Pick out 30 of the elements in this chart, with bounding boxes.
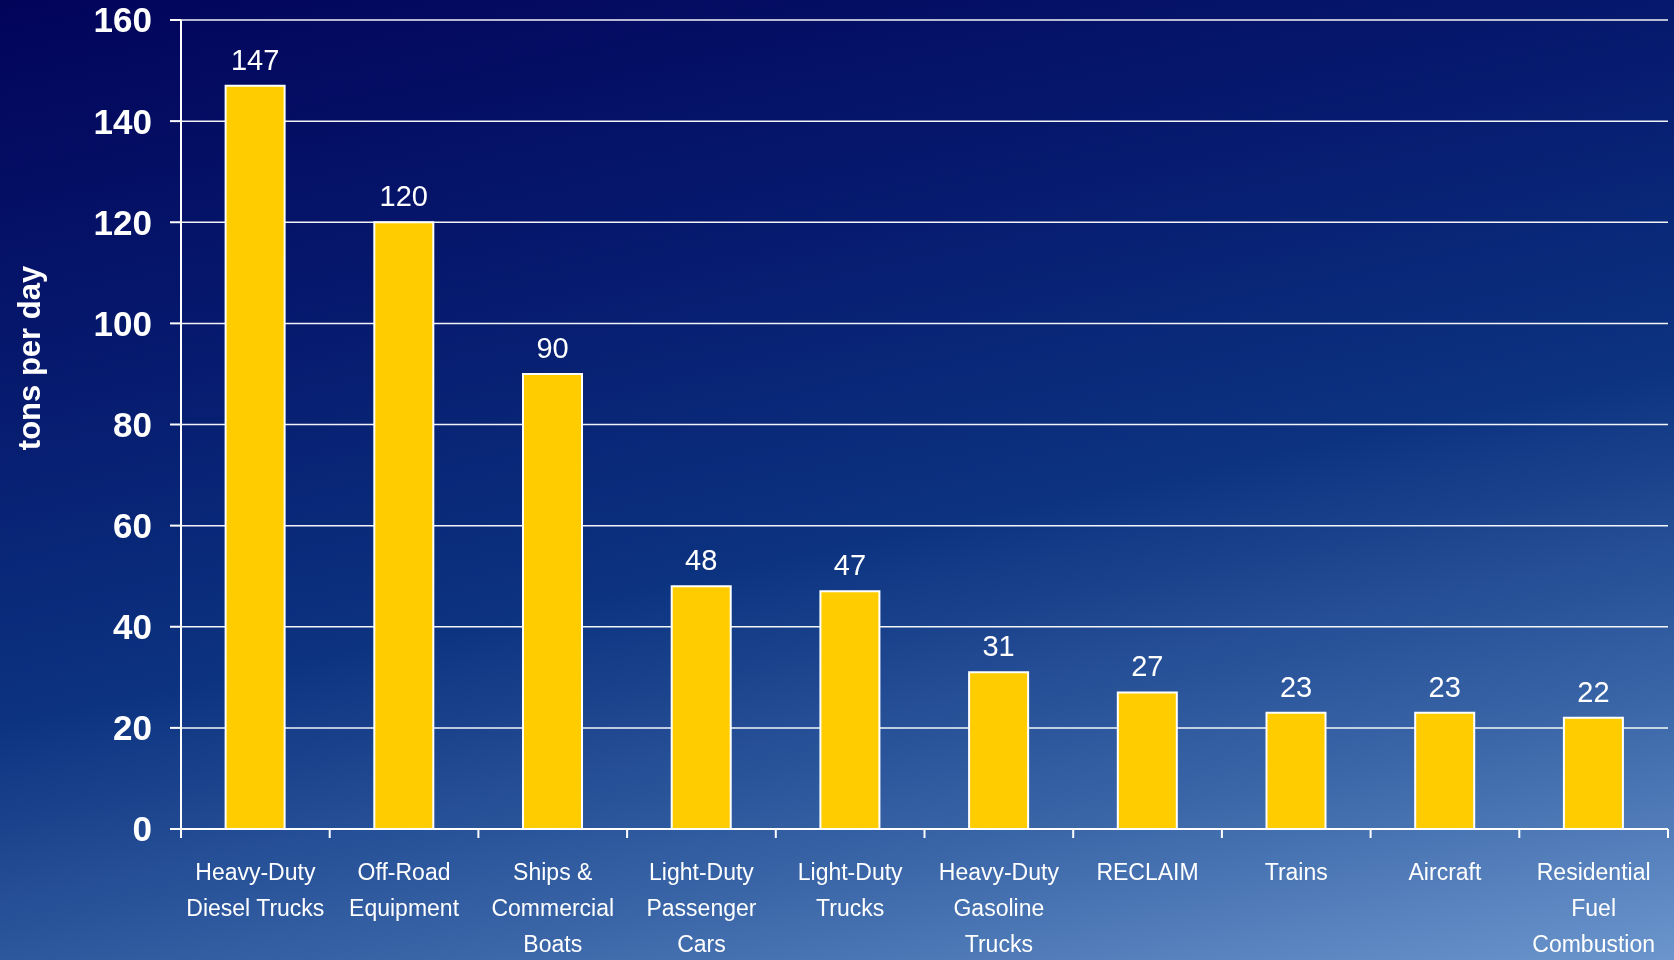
y-axis-title: tons per day: [11, 265, 47, 451]
y-tick-label: 80: [113, 404, 152, 444]
x-tick-label: Light-Duty Passenger Cars: [646, 859, 757, 957]
y-tick-label: 0: [132, 809, 152, 849]
x-tick-label: Residential Fuel Combustion: [1532, 859, 1656, 957]
data-label: 47: [833, 549, 867, 582]
data-label: 31: [982, 630, 1015, 663]
y-tick-label: 100: [93, 303, 152, 343]
data-label: 90: [536, 331, 569, 364]
x-tick-label: Ships & Commercial Boats: [491, 859, 615, 957]
x-tick-label: RECLAIM: [1096, 859, 1199, 885]
y-tick-label: 40: [113, 607, 152, 647]
x-tick-label: Aircraft: [1408, 859, 1482, 885]
data-label: 23: [1279, 670, 1313, 703]
y-tick-label: 20: [113, 708, 152, 748]
data-label: 22: [1577, 675, 1610, 708]
y-tick-label: 120: [93, 202, 152, 242]
data-label: 27: [1131, 650, 1164, 683]
x-tick-label: Off-Road Equipment: [349, 859, 460, 921]
data-label: 23: [1428, 670, 1461, 703]
y-tick-label: 60: [113, 506, 152, 546]
x-tick-label: Heavy-Duty Gasoline Trucks: [938, 859, 1060, 957]
y-tick-label: 140: [93, 101, 152, 141]
data-label: 120: [379, 180, 429, 213]
y-tick-label: 160: [93, 0, 152, 40]
x-tick-label: Light-Duty Trucks: [797, 859, 904, 921]
x-tick-label: Heavy-Duty Diesel Trucks: [186, 859, 325, 921]
data-label: 147: [230, 43, 280, 76]
data-label: 48: [685, 544, 718, 577]
x-tick-label: Trains: [1264, 859, 1328, 885]
